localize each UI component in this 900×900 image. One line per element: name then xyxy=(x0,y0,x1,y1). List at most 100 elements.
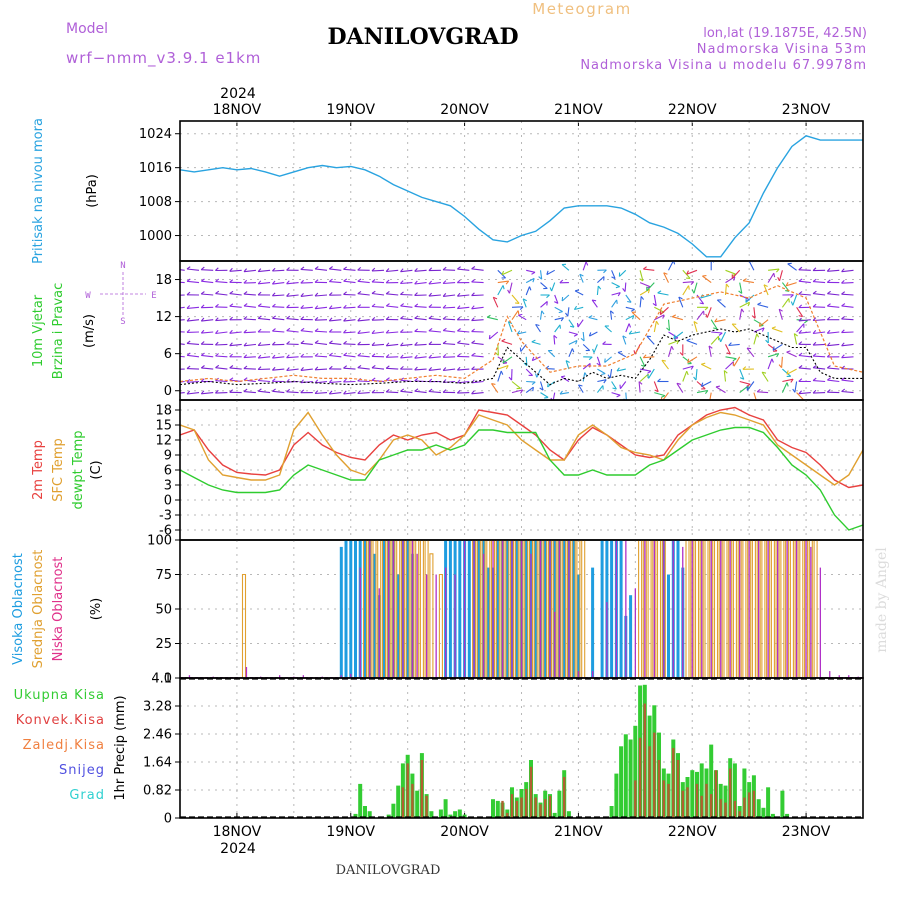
wind-barb-flag xyxy=(661,395,666,398)
wind-barb-flag xyxy=(798,304,803,309)
precip-bar-total xyxy=(628,739,633,818)
wind-barb-flag xyxy=(571,348,575,353)
wind-barb-flag xyxy=(385,279,390,284)
wind-barb xyxy=(625,392,627,400)
wind-barb-flag xyxy=(739,377,745,380)
y-tick-label: 6 xyxy=(164,347,172,362)
cloud-bar-low xyxy=(767,540,769,678)
wind-barb-flag xyxy=(414,388,419,392)
wind-barb-flag xyxy=(785,290,790,292)
cloud-bar-low xyxy=(520,540,523,678)
wind-barb xyxy=(668,339,679,345)
wind-barb-flag xyxy=(500,370,504,375)
wind-barb-flag xyxy=(442,280,447,284)
cloud-bar-low xyxy=(454,574,456,678)
wind-barb xyxy=(678,296,684,308)
precip-bar-total xyxy=(766,787,771,818)
wind-barb-flag xyxy=(200,341,205,345)
wind-barb xyxy=(400,318,413,321)
cloud-bar-mid xyxy=(656,540,662,678)
sfc_temp-line xyxy=(180,411,863,486)
wind-barb xyxy=(716,299,726,308)
wind-barb-flag xyxy=(471,305,475,310)
wind-barb-flag xyxy=(385,268,390,272)
wind-barb-flag xyxy=(580,337,585,342)
compass-w: W xyxy=(85,291,91,301)
wind-barb-flag xyxy=(841,291,846,295)
top-time-axis: 2024 18NOV 19NOV 20NOV 21NOV 22NOV 23NOV xyxy=(213,86,831,126)
wind-barb-flag xyxy=(186,340,191,344)
wind-barb-flag xyxy=(257,315,262,319)
wind-barb-flag xyxy=(456,316,461,321)
wind-barb xyxy=(457,368,470,371)
bottom-day-label: 20NOV xyxy=(440,824,489,840)
wind-barb xyxy=(568,331,578,335)
wind-barb-flag xyxy=(300,353,305,358)
wind-barb xyxy=(187,354,200,358)
wind-barb xyxy=(696,310,705,321)
wind-barb xyxy=(728,343,740,347)
cloud-bar-mid xyxy=(813,540,818,678)
precip-bar-conv xyxy=(752,790,756,818)
wind-barb-flag xyxy=(798,329,803,334)
precip-bar-total xyxy=(491,799,495,818)
wind-barb-flag xyxy=(186,329,191,333)
wind-barb xyxy=(286,330,299,333)
y-tick-label: 12 xyxy=(155,310,172,325)
wind-barb-flag xyxy=(798,365,803,369)
wind-barb-flag xyxy=(442,354,447,358)
wind-barb-flag xyxy=(385,354,390,358)
cloud-bar-mid xyxy=(519,540,524,678)
wind-unit: (m/s) xyxy=(82,314,97,348)
wind-barb-flag xyxy=(371,290,376,294)
wind-barb-flag xyxy=(491,383,496,385)
legend-conv-rain: Konvek.Kisa xyxy=(16,713,105,728)
wind-barb xyxy=(443,356,456,358)
wind-barb-flag xyxy=(539,387,544,391)
cloud-bar-mid xyxy=(751,540,756,678)
wind-barb xyxy=(272,306,285,308)
wind-barb xyxy=(443,269,456,271)
wind-barb-flag xyxy=(357,341,361,346)
wind-barb-flag xyxy=(229,342,233,347)
wind-barb-flag xyxy=(314,379,319,384)
wind-barb xyxy=(400,305,413,308)
wind-barb-flag xyxy=(798,317,802,322)
wind-barb-flag xyxy=(827,290,831,295)
precip-bar-total xyxy=(438,809,443,818)
wind-barb xyxy=(676,383,684,393)
wind-barb xyxy=(763,284,769,296)
wind-barb-flag xyxy=(841,315,846,320)
wind-barb xyxy=(386,367,399,370)
header: Model wrf−nmm_v3.9.1 e1km Meteogram DANI… xyxy=(66,0,867,73)
wind-barb xyxy=(357,367,370,370)
wind-barb xyxy=(794,381,798,393)
cloud-bar-mid xyxy=(505,540,510,678)
wind-barb-flag xyxy=(688,285,690,290)
wind-barb xyxy=(841,282,854,284)
wind-barb xyxy=(186,342,200,345)
wind-barb-flag xyxy=(215,303,219,308)
wind-barb-flag xyxy=(385,377,390,381)
wind-barb-flag xyxy=(442,389,447,393)
cloud-bar-low xyxy=(758,540,760,678)
wind-barb-flag xyxy=(200,278,205,282)
cloud-bar-low xyxy=(577,671,580,678)
wind-barb xyxy=(315,355,328,358)
wind-barb-flag xyxy=(505,280,510,285)
cloud-bar-mid xyxy=(576,540,581,678)
wind-barb-flag xyxy=(186,390,191,395)
wind-barb-flag xyxy=(300,293,304,297)
wind-barb-flag xyxy=(343,390,347,395)
wind-barb-flag xyxy=(515,302,520,304)
wind-barb xyxy=(778,309,783,320)
wind-barb xyxy=(201,280,214,284)
wind-barb-flag xyxy=(257,291,262,296)
cloud-bar-low xyxy=(729,540,731,678)
cloud-bar-mid xyxy=(770,540,775,678)
wind-barb-flag xyxy=(538,276,543,280)
wind-barb xyxy=(371,367,385,370)
wind-barb xyxy=(653,321,657,333)
cloud-bar-low xyxy=(819,567,821,678)
cloud-bar-mid xyxy=(490,540,496,678)
